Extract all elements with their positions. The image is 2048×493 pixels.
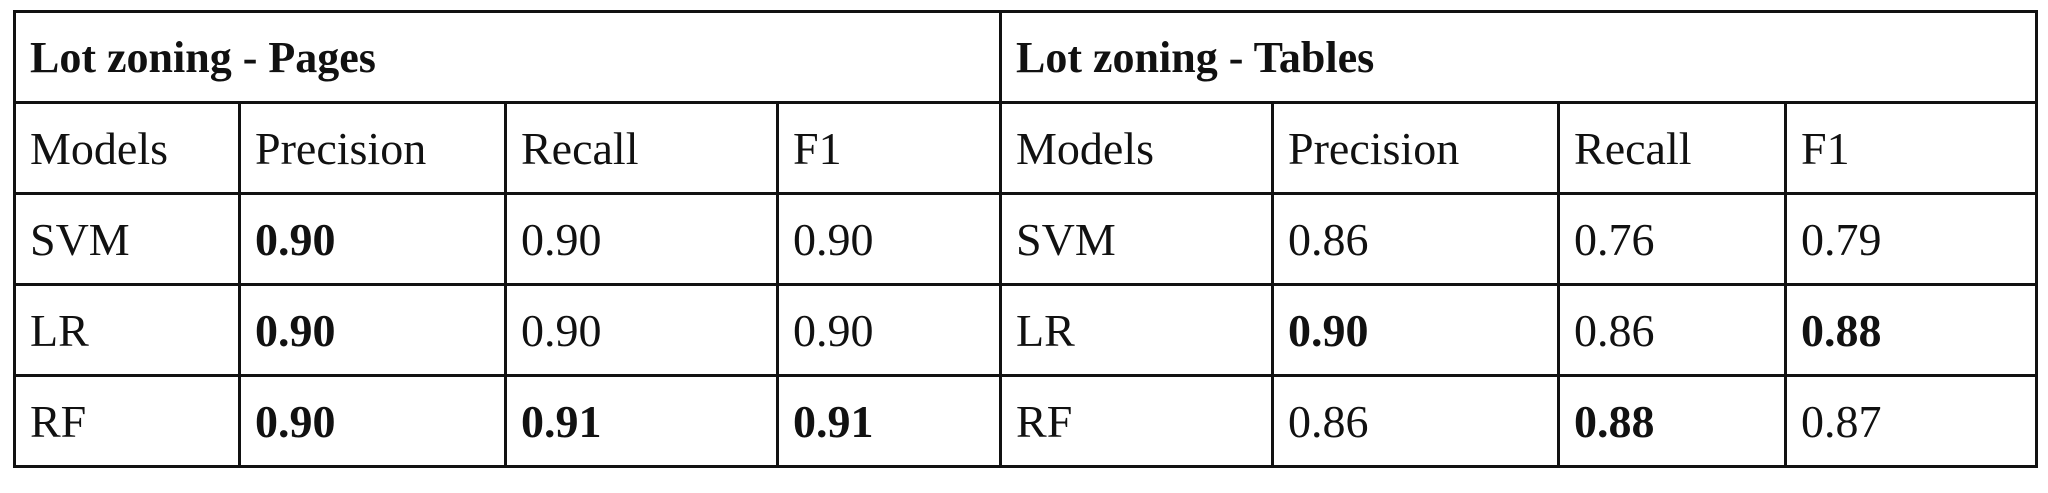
score-cell: 0.86 <box>1271 192 1561 286</box>
model-cell: SVM <box>999 192 1275 286</box>
score-cell: 0.90 <box>238 192 507 286</box>
column-header: Recall <box>1557 101 1788 195</box>
table-body: Lot zoning - Pages Lot zoning - Tables M… <box>12 10 2039 468</box>
score-cell: 0.90 <box>1271 283 1561 377</box>
group-header: Lot zoning - Pages <box>12 10 1003 104</box>
model-cell: LR <box>999 283 1275 377</box>
group-header: Lot zoning - Tables <box>999 10 2039 104</box>
data-row: LR 0.90 0.90 0.90 LR 0.90 0.86 0.88 <box>13 283 2039 377</box>
score-cell: 0.87 <box>1784 374 2039 468</box>
score-cell: 0.90 <box>238 374 507 468</box>
score-cell: 0.91 <box>775 374 1003 468</box>
column-header: Precision <box>238 101 507 195</box>
results-table: Lot zoning - Pages Lot zoning - Tables M… <box>12 10 2039 468</box>
score-cell: 0.88 <box>1784 283 2039 377</box>
header-row: Models Precision Recall F1 Models Precision Re… <box>13 101 2039 195</box>
score-cell: 0.90 <box>504 192 779 286</box>
group-row: Lot zoning - Pages Lot zoning - Tables <box>12 10 2039 104</box>
column-header: Models <box>999 101 1275 195</box>
column-header: F1 <box>775 101 1003 195</box>
score-cell: 0.86 <box>1557 283 1788 377</box>
score-cell: 0.76 <box>1557 192 1788 286</box>
data-row: SVM 0.90 0.90 0.90 SVM 0.86 0.76 0.79 <box>13 192 2039 286</box>
data-row: RF 0.90 0.91 0.91 RF 0.86 0.88 0.87 <box>13 374 2039 468</box>
column-header: F1 <box>1784 101 2039 195</box>
score-cell: 0.90 <box>238 283 507 377</box>
model-cell: LR <box>13 283 241 377</box>
model-cell: RF <box>999 374 1275 468</box>
model-cell: RF <box>13 374 241 468</box>
model-cell: SVM <box>13 192 241 286</box>
score-cell: 0.90 <box>775 283 1003 377</box>
score-cell: 0.90 <box>504 283 779 377</box>
score-cell: 0.88 <box>1557 374 1788 468</box>
column-header: Models <box>13 101 241 195</box>
column-header: Recall <box>504 101 779 195</box>
column-header: Precision <box>1271 101 1561 195</box>
score-cell: 0.90 <box>775 192 1003 286</box>
score-cell: 0.91 <box>504 374 779 468</box>
score-cell: 0.86 <box>1271 374 1561 468</box>
score-cell: 0.79 <box>1784 192 2039 286</box>
